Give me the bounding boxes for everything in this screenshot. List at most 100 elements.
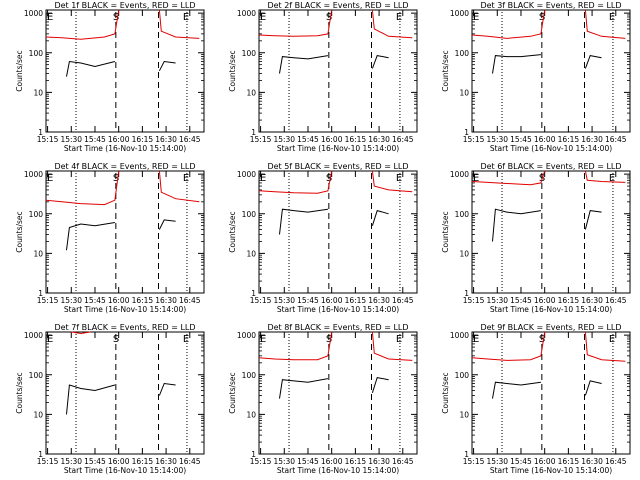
x-tick-label: 16:45 xyxy=(605,457,627,466)
y-tick-label: 100 xyxy=(242,210,257,219)
x-tick-label: 15:45 xyxy=(297,135,319,144)
panel-title: Det 1f BLACK = Events, RED = LLD xyxy=(54,1,195,10)
y-tick-label: 1000 xyxy=(24,9,43,18)
y-tick-label: 1000 xyxy=(237,9,256,18)
events-series-line xyxy=(584,55,602,69)
y-tick-label: 10 xyxy=(459,88,469,97)
x-axis-label: Start Time (16-Nov-10 15:14:00) xyxy=(490,305,612,314)
x-tick-label: 16:15 xyxy=(558,296,580,305)
events-series-line xyxy=(371,209,389,226)
x-tick-label: 15:45 xyxy=(297,457,319,466)
marker-label-e-right: E xyxy=(609,334,615,345)
x-tick-label: 16:00 xyxy=(534,296,556,305)
x-axis-label: Start Time (16-Nov-10 15:14:00) xyxy=(277,144,399,153)
x-tick-label: 16:45 xyxy=(179,457,201,466)
y-tick-label: 1 xyxy=(251,289,256,298)
x-tick-label: 15:15 xyxy=(463,457,485,466)
detector-panel: Det 1f BLACK = Events, RED = LLD 1 10 100 10… xyxy=(15,1,205,153)
events-series-line xyxy=(158,60,176,72)
y-tick-label: 1000 xyxy=(450,9,469,18)
marker-label-s: S xyxy=(113,12,119,23)
events-series-line xyxy=(279,208,328,235)
marker-label-e-right: E xyxy=(183,173,189,184)
y-tick-label: 10 xyxy=(246,410,256,419)
x-axis-label: Start Time (16-Nov-10 15:14:00) xyxy=(64,144,186,153)
events-series-line xyxy=(371,55,389,69)
x-tick-label: 16:30 xyxy=(581,296,603,305)
x-tick-label: 16:30 xyxy=(155,296,177,305)
y-tick-label: 10 xyxy=(33,249,43,258)
lld-series-line xyxy=(584,9,626,39)
lld-series-line xyxy=(371,331,413,361)
x-tick-label: 15:15 xyxy=(37,457,59,466)
x-tick-label: 15:30 xyxy=(60,457,82,466)
plot-frame xyxy=(258,170,418,294)
marker-label-e-left: E xyxy=(473,12,479,23)
events-series-line xyxy=(492,54,541,74)
x-tick-label: 15:15 xyxy=(463,296,485,305)
plot-frame xyxy=(258,9,418,133)
plot-frame xyxy=(471,9,631,133)
lld-series-line xyxy=(71,331,91,335)
x-tick-label: 16:00 xyxy=(321,135,343,144)
x-tick-label: 15:15 xyxy=(250,457,272,466)
x-tick-label: 16:00 xyxy=(321,457,343,466)
y-tick-label: 10 xyxy=(459,410,469,419)
lld-series-line xyxy=(45,9,120,40)
x-tick-label: 16:45 xyxy=(392,135,414,144)
x-tick-label: 15:45 xyxy=(510,457,532,466)
events-series-line xyxy=(584,210,602,230)
marker-label-e-left: E xyxy=(473,173,479,184)
x-tick-label: 15:30 xyxy=(273,457,295,466)
x-tick-label: 16:30 xyxy=(368,296,390,305)
y-tick-label: 1000 xyxy=(450,331,469,340)
y-tick-label: 1 xyxy=(464,128,469,137)
marker-label-e-left: E xyxy=(260,334,266,345)
lld-series-line xyxy=(158,9,200,39)
marker-label-e-left: E xyxy=(473,334,479,345)
x-tick-label: 15:15 xyxy=(37,135,59,144)
marker-label-s: S xyxy=(326,334,332,345)
x-tick-label: 15:15 xyxy=(250,135,272,144)
x-tick-label: 16:15 xyxy=(345,296,367,305)
panel-title: Det 2f BLACK = Events, RED = LLD xyxy=(267,1,408,10)
marker-label-e-right: E xyxy=(396,334,402,345)
lld-series-line xyxy=(584,331,626,362)
marker-label-s: S xyxy=(113,334,119,345)
detector-panel: Det 2f BLACK = Events, RED = LLD 1 10 100 10… xyxy=(228,1,418,153)
lld-series-line xyxy=(471,9,546,39)
marker-label-s: S xyxy=(326,12,332,23)
detector-panel: Det 4f BLACK = Events, RED = LLD 1 10 100 10… xyxy=(15,162,205,314)
x-axis-label: Start Time (16-Nov-10 15:14:00) xyxy=(490,466,612,475)
marker-label-e-left: E xyxy=(47,173,53,184)
x-tick-label: 16:45 xyxy=(179,296,201,305)
marker-label-e-left: E xyxy=(260,12,266,23)
x-tick-label: 15:30 xyxy=(60,296,82,305)
x-tick-label: 15:30 xyxy=(486,135,508,144)
y-tick-label: 1000 xyxy=(24,331,43,340)
x-axis-label: Start Time (16-Nov-10 15:14:00) xyxy=(490,144,612,153)
y-axis-label: Counts/sec xyxy=(15,372,24,413)
x-tick-label: 16:00 xyxy=(108,296,130,305)
x-tick-label: 16:00 xyxy=(321,296,343,305)
events-series-line xyxy=(584,380,602,396)
x-tick-label: 16:15 xyxy=(558,135,580,144)
x-tick-label: 16:15 xyxy=(132,135,154,144)
y-tick-label: 1000 xyxy=(24,170,43,179)
lld-series-line xyxy=(371,170,413,193)
y-tick-label: 100 xyxy=(29,371,44,380)
y-tick-label: 1 xyxy=(38,128,43,137)
lld-series-line xyxy=(158,170,200,203)
events-series-line xyxy=(158,219,176,230)
x-tick-label: 16:30 xyxy=(368,457,390,466)
x-tick-label: 15:45 xyxy=(84,135,106,144)
lld-series-line xyxy=(471,170,546,186)
y-axis-label: Counts/sec xyxy=(441,372,450,413)
x-tick-label: 16:30 xyxy=(155,135,177,144)
marker-label-s: S xyxy=(539,12,545,23)
y-tick-label: 10 xyxy=(246,88,256,97)
x-axis-label: Start Time (16-Nov-10 15:14:00) xyxy=(64,466,186,475)
x-tick-label: 16:15 xyxy=(132,457,154,466)
marker-label-e-left: E xyxy=(260,173,266,184)
